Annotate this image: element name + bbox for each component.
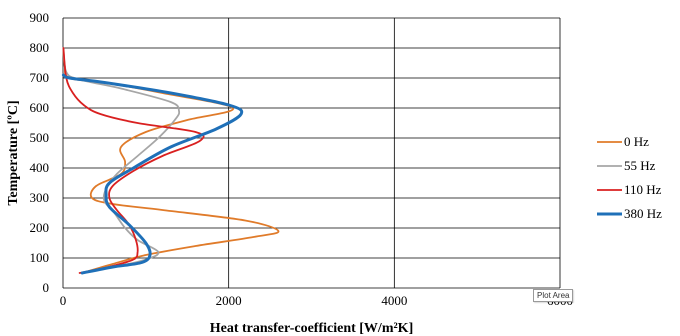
y-tick-label: 900 bbox=[30, 10, 50, 25]
x-tick-label: 0 bbox=[60, 293, 67, 308]
y-tick-label: 800 bbox=[30, 40, 50, 55]
legend-label-55-hz: 55 Hz bbox=[624, 158, 656, 173]
series-line-110-hz[interactable] bbox=[62, 47, 205, 274]
y-axis-title: Temperature [ºC] bbox=[6, 100, 21, 205]
y-tick-label: 700 bbox=[30, 70, 50, 85]
y-tick-label: 200 bbox=[30, 220, 50, 235]
x-tick-label: 4000 bbox=[381, 293, 407, 308]
legend-label-0-hz: 0 Hz bbox=[624, 134, 649, 149]
y-tick-label: 500 bbox=[30, 130, 50, 145]
y-tick-label: 400 bbox=[30, 160, 50, 175]
y-tick-label: 300 bbox=[30, 190, 50, 205]
x-axis-ticks: 0200040006000 bbox=[60, 293, 573, 308]
y-tick-label: 600 bbox=[30, 100, 50, 115]
gridlines bbox=[62, 17, 561, 289]
series-line-380-hz[interactable] bbox=[61, 73, 244, 275]
legend-label-380-hz: 380 Hz bbox=[624, 206, 662, 221]
x-tick-label: 2000 bbox=[216, 293, 242, 308]
y-tick-label: 100 bbox=[30, 250, 50, 265]
series-line-55-hz[interactable] bbox=[62, 47, 181, 274]
y-axis-ticks: 0 100 200 300 400 500 600 700 800 900 bbox=[30, 10, 50, 295]
plot-area-tooltip: Plot Area bbox=[533, 289, 574, 302]
legend-label-110-hz: 110 Hz bbox=[624, 182, 662, 197]
series-lines[interactable] bbox=[61, 47, 280, 275]
y-tick-label: 0 bbox=[43, 280, 50, 295]
legend: 0 Hz 55 Hz 110 Hz 380 Hz bbox=[597, 134, 662, 221]
x-axis-title: Heat transfer-coefficient [W/m²K] bbox=[210, 321, 413, 336]
